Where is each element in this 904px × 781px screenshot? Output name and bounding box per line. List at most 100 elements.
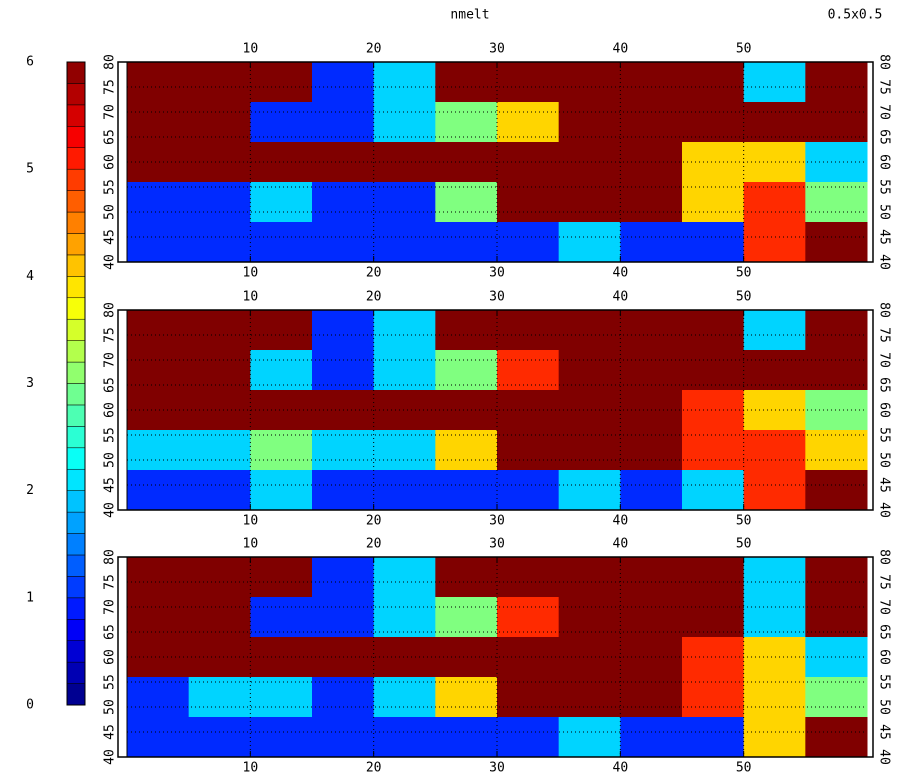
cell <box>127 677 190 718</box>
x-tick-label: 30 <box>489 761 505 776</box>
panel-left-bar <box>117 309 128 511</box>
x-tick-label: 40 <box>613 514 629 529</box>
cell <box>558 430 621 471</box>
y-tick-label: 65 <box>103 129 118 145</box>
cell <box>805 62 868 103</box>
cell <box>373 310 436 351</box>
cell <box>188 470 251 511</box>
y-tick-label: 40 <box>877 502 892 518</box>
colorbar-step <box>66 104 86 127</box>
y-tick-label: 45 <box>877 477 892 493</box>
colorbar-step <box>66 211 86 234</box>
colorbar-step <box>66 426 86 449</box>
cell <box>312 677 375 718</box>
x-tick-label: 10 <box>243 42 259 57</box>
cell <box>127 182 190 223</box>
cell <box>805 717 868 758</box>
y-tick-label: 55 <box>877 427 892 443</box>
y-tick-label: 65 <box>877 624 892 640</box>
cell <box>497 142 560 183</box>
cell <box>805 350 868 391</box>
cell <box>620 222 683 263</box>
colorbar-step <box>66 468 86 491</box>
x-tick-label: 10 <box>243 514 259 529</box>
cell <box>373 470 436 511</box>
cell <box>558 222 621 263</box>
y-tick-label: 55 <box>103 427 118 443</box>
cell <box>620 102 683 143</box>
x-tick-label: 40 <box>613 42 629 57</box>
cell <box>497 310 560 351</box>
colorbar-step <box>66 576 86 599</box>
cell <box>805 677 868 718</box>
colorbar-step <box>66 619 86 641</box>
cell <box>312 62 375 103</box>
cell <box>127 390 190 431</box>
cell <box>620 557 683 598</box>
cell <box>250 637 313 678</box>
cell <box>435 557 498 598</box>
cell <box>743 62 806 103</box>
x-tick-label: 50 <box>736 266 752 281</box>
cell <box>373 637 436 678</box>
cell <box>435 350 498 391</box>
y-tick-label: 60 <box>877 154 892 170</box>
y-tick-label: 40 <box>103 502 118 518</box>
y-tick-label: 65 <box>877 129 892 145</box>
cell <box>373 102 436 143</box>
cell <box>312 222 375 263</box>
colorbar-step <box>66 640 86 663</box>
y-tick-label: 50 <box>877 699 892 715</box>
cell <box>558 310 621 351</box>
cell <box>743 350 806 391</box>
y-tick-label: 45 <box>103 477 118 493</box>
cell <box>127 102 190 143</box>
x-tick-label: 50 <box>736 514 752 529</box>
y-tick-label: 70 <box>103 599 118 615</box>
cell <box>805 597 868 638</box>
cell <box>682 637 745 678</box>
cell <box>127 350 190 391</box>
cell <box>373 430 436 471</box>
resolution-label: 0.5x0.5 <box>828 8 883 23</box>
cell <box>250 310 313 351</box>
cell <box>497 390 560 431</box>
y-tick-label: 60 <box>877 402 892 418</box>
cell <box>743 470 806 511</box>
cell <box>435 310 498 351</box>
cell <box>682 62 745 103</box>
colorbar-step <box>66 340 86 363</box>
cell <box>558 102 621 143</box>
cell <box>435 677 498 718</box>
cell <box>435 637 498 678</box>
cell <box>497 557 560 598</box>
x-tick-label: 20 <box>366 266 382 281</box>
cell <box>435 717 498 758</box>
cell <box>435 222 498 263</box>
cell <box>805 310 868 351</box>
colorbar-frame <box>66 61 86 706</box>
y-tick-label: 45 <box>103 724 118 740</box>
cell <box>805 142 868 183</box>
colorbar-step <box>66 661 86 684</box>
cell <box>558 142 621 183</box>
x-tick-label: 20 <box>366 761 382 776</box>
colorbar-tick-label: 6 <box>26 55 34 70</box>
cell <box>127 430 190 471</box>
cell <box>497 222 560 263</box>
colorbar-tick-label: 0 <box>26 698 34 713</box>
cell <box>558 182 621 223</box>
cell <box>127 222 190 263</box>
cell <box>805 102 868 143</box>
cell <box>558 597 621 638</box>
colorbar-step <box>66 83 86 106</box>
cell <box>188 222 251 263</box>
y-tick-label: 60 <box>877 649 892 665</box>
panel-frame <box>117 309 874 511</box>
cell <box>312 350 375 391</box>
y-tick-label: 60 <box>103 402 118 418</box>
y-tick-label: 70 <box>103 352 118 368</box>
cell <box>558 557 621 598</box>
colorbar-step <box>66 404 86 427</box>
x-tick-label: 10 <box>243 266 259 281</box>
